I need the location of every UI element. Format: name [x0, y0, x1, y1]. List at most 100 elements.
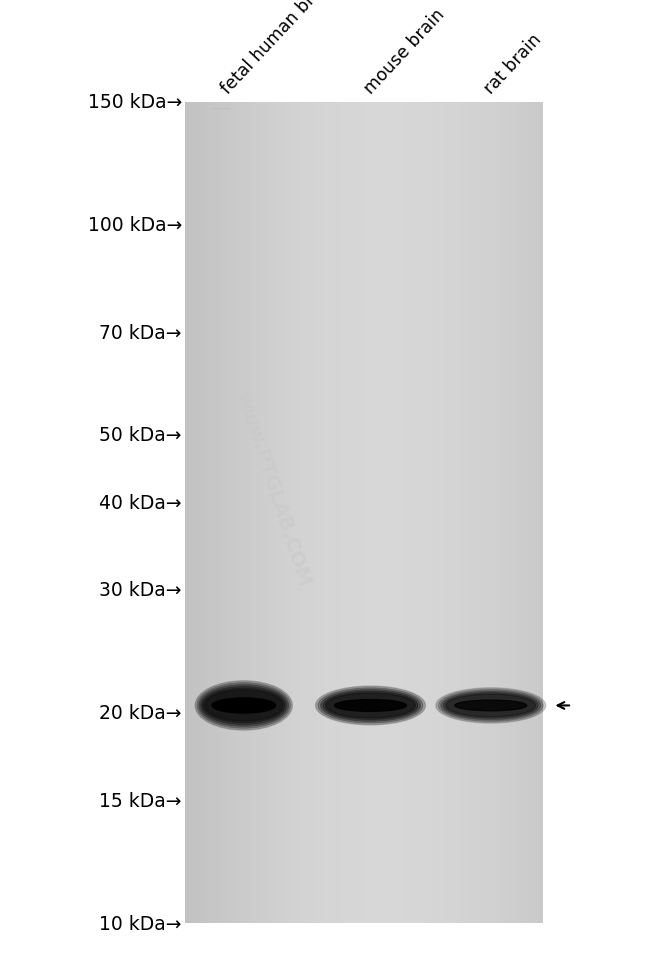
- Bar: [521, 103, 525, 923]
- Bar: [194, 103, 199, 923]
- Bar: [315, 103, 319, 923]
- Bar: [516, 103, 521, 923]
- Bar: [400, 103, 404, 923]
- Text: 10 kDa→: 10 kDa→: [99, 913, 182, 933]
- Bar: [426, 103, 431, 923]
- Bar: [279, 103, 283, 923]
- Ellipse shape: [315, 687, 425, 725]
- Bar: [243, 103, 248, 923]
- Bar: [480, 103, 485, 923]
- Ellipse shape: [212, 699, 276, 713]
- Ellipse shape: [205, 690, 283, 721]
- Bar: [266, 103, 270, 923]
- Bar: [445, 103, 449, 923]
- Bar: [493, 103, 498, 923]
- Bar: [342, 103, 346, 923]
- Bar: [534, 103, 538, 923]
- Ellipse shape: [318, 688, 423, 723]
- Bar: [489, 103, 493, 923]
- Bar: [248, 103, 252, 923]
- Bar: [185, 103, 543, 923]
- Bar: [292, 103, 297, 923]
- Bar: [512, 103, 516, 923]
- Bar: [436, 103, 440, 923]
- Bar: [413, 103, 417, 923]
- Bar: [422, 103, 426, 923]
- Bar: [288, 103, 292, 923]
- Text: ——: ——: [211, 103, 231, 113]
- Ellipse shape: [443, 693, 538, 719]
- Ellipse shape: [335, 700, 406, 711]
- Text: 20 kDa→: 20 kDa→: [99, 703, 182, 723]
- Bar: [409, 103, 413, 923]
- Bar: [471, 103, 476, 923]
- Bar: [239, 103, 243, 923]
- Bar: [274, 103, 279, 923]
- Bar: [507, 103, 512, 923]
- Bar: [235, 103, 239, 923]
- Bar: [431, 103, 436, 923]
- Text: 30 kDa→: 30 kDa→: [99, 581, 182, 600]
- Ellipse shape: [323, 692, 418, 720]
- Ellipse shape: [195, 681, 292, 731]
- Bar: [369, 103, 373, 923]
- Bar: [382, 103, 386, 923]
- Bar: [346, 103, 350, 923]
- Bar: [454, 103, 458, 923]
- Bar: [207, 103, 212, 923]
- Text: 150 kDa→: 150 kDa→: [88, 93, 182, 112]
- Bar: [386, 103, 391, 923]
- Text: 100 kDa→: 100 kDa→: [88, 216, 182, 234]
- Bar: [270, 103, 274, 923]
- Bar: [333, 103, 337, 923]
- Ellipse shape: [199, 685, 289, 727]
- Ellipse shape: [438, 690, 543, 722]
- Bar: [359, 103, 364, 923]
- Ellipse shape: [446, 695, 536, 717]
- Bar: [373, 103, 378, 923]
- Bar: [319, 103, 324, 923]
- Bar: [328, 103, 333, 923]
- Ellipse shape: [197, 683, 291, 729]
- Bar: [216, 103, 221, 923]
- Bar: [440, 103, 445, 923]
- Text: 15 kDa→: 15 kDa→: [99, 791, 182, 810]
- Bar: [212, 103, 216, 923]
- Text: 70 kDa→: 70 kDa→: [99, 324, 182, 343]
- Bar: [302, 103, 306, 923]
- Bar: [395, 103, 400, 923]
- Text: fetal human brain: fetal human brain: [218, 0, 337, 98]
- Bar: [324, 103, 328, 923]
- Bar: [458, 103, 462, 923]
- Bar: [252, 103, 257, 923]
- Bar: [190, 103, 194, 923]
- Bar: [350, 103, 355, 923]
- Ellipse shape: [455, 701, 526, 711]
- Bar: [378, 103, 382, 923]
- Bar: [498, 103, 502, 923]
- Text: 50 kDa→: 50 kDa→: [99, 426, 182, 445]
- Bar: [355, 103, 359, 923]
- Bar: [476, 103, 480, 923]
- Bar: [283, 103, 288, 923]
- Bar: [391, 103, 395, 923]
- Bar: [404, 103, 409, 923]
- Ellipse shape: [326, 694, 415, 718]
- Bar: [462, 103, 467, 923]
- Text: mouse brain: mouse brain: [361, 6, 448, 98]
- Bar: [364, 103, 369, 923]
- Bar: [257, 103, 261, 923]
- Bar: [525, 103, 529, 923]
- Bar: [230, 103, 235, 923]
- Bar: [337, 103, 342, 923]
- Bar: [261, 103, 266, 923]
- Bar: [449, 103, 454, 923]
- Bar: [199, 103, 203, 923]
- Bar: [185, 103, 190, 923]
- Text: rat brain: rat brain: [481, 30, 545, 98]
- Ellipse shape: [203, 689, 285, 723]
- Bar: [538, 103, 543, 923]
- Ellipse shape: [436, 688, 545, 723]
- Bar: [529, 103, 534, 923]
- Bar: [203, 103, 207, 923]
